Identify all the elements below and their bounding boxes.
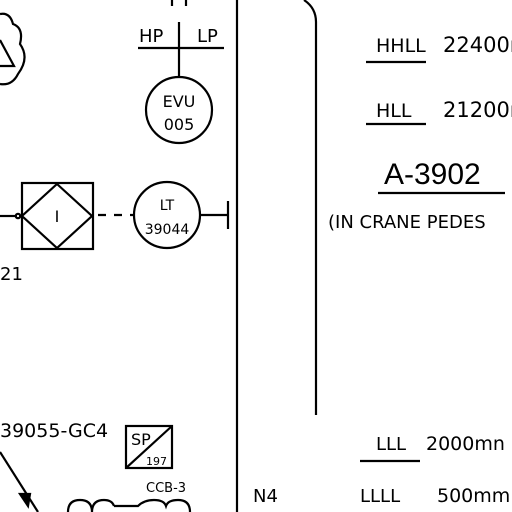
coil-symbol-icon [66, 498, 192, 512]
level-hll-name: HLL [376, 100, 412, 122]
level-hll-value: 21200r [443, 98, 512, 122]
setpoint-box [124, 424, 174, 470]
triangle-symbol-icon [0, 39, 16, 68]
setpoint-diagonal [125, 425, 173, 469]
lt-instrument-bubble [132, 180, 202, 250]
nozzle-label: N4 [253, 486, 278, 507]
cloud-symbol-icon [0, 12, 26, 86]
level-lll-value: 2000mn [426, 433, 505, 455]
level-llll-value: 500mm [437, 485, 510, 507]
vessel-id: A-3902 [384, 158, 481, 191]
flow-arrow-icon [17, 492, 32, 509]
evu-instrument-bubble [144, 75, 214, 145]
lp-label: LP [197, 26, 218, 47]
process-line-diagonal [0, 451, 39, 512]
interlock-diamond [20, 182, 94, 250]
hp-label: HP [139, 26, 164, 47]
lt-number: 39044 [145, 222, 190, 238]
evu-number: 005 [164, 115, 195, 134]
interlock-symbol: I [55, 207, 60, 226]
level-lll-name: LLL [376, 434, 406, 455]
line-tag: 39055-GC4 [0, 420, 108, 442]
interlock-tag-fragment: 21 [0, 264, 23, 285]
interlock-input-node [14, 212, 22, 220]
evu-tag: EVU [163, 92, 196, 111]
ccb-label: CCB-3 [146, 481, 186, 496]
vessel-outline [303, 0, 318, 415]
setpoint-label: SP [131, 430, 151, 449]
level-hhll-name: HHLL [376, 35, 426, 57]
setpoint-number: 197 [146, 455, 167, 468]
level-llll-name: LLLL [360, 486, 400, 507]
lt-tag: LT [160, 198, 175, 214]
level-hhll-value: 22400r [443, 33, 512, 57]
vessel-location-note: (IN CRANE PEDES [328, 212, 486, 233]
